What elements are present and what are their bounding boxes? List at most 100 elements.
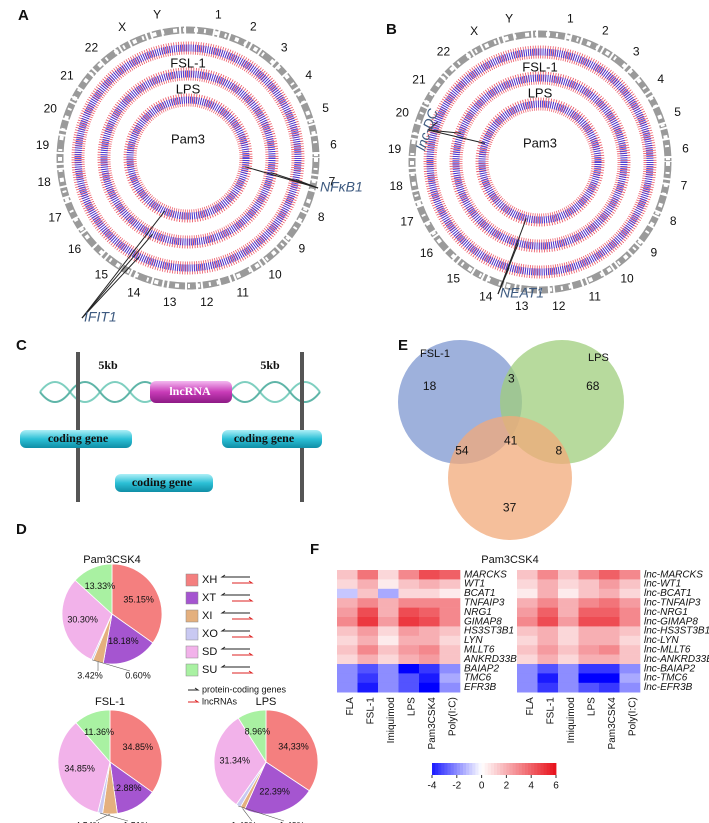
chromosome-label: 11 [236, 286, 249, 300]
gene-pointer [81, 210, 166, 319]
pie-label: 34,33% [278, 742, 309, 752]
heat-cell [537, 654, 559, 665]
gene-pointer [497, 218, 527, 295]
chromosome-label: 15 [95, 268, 109, 282]
track-label: FSL-1 [170, 55, 205, 70]
colorbar-step [509, 763, 513, 775]
legend-label: SD [202, 646, 217, 658]
track-label: FSL-1 [522, 59, 557, 74]
heat-cell [517, 617, 538, 627]
heat-cell [558, 579, 579, 590]
chromosome-label: 13 [515, 299, 529, 313]
chromosome-label: 16 [68, 242, 82, 256]
heat-cell [578, 570, 600, 580]
heat-cell [599, 682, 620, 693]
gene-pointer [427, 129, 486, 144]
heat-cell [357, 654, 379, 665]
heat-cell [357, 626, 379, 637]
column-label: Poly(I:C) [447, 697, 458, 736]
legend-swatch [185, 591, 199, 605]
colorbar-label: -4 [428, 781, 437, 792]
chromosome-label: 6 [330, 137, 337, 151]
legend-icon [220, 592, 250, 596]
coding-gene [222, 430, 322, 448]
track-blue [478, 100, 602, 224]
heat-cell [378, 645, 399, 655]
colorbar-step [537, 763, 541, 775]
colorbar-step [490, 763, 495, 775]
heat-cell [599, 607, 620, 618]
colorbar-step [432, 763, 436, 775]
venn-count: 18 [423, 379, 437, 393]
chromosome-label: 22 [85, 41, 99, 55]
heat-cell [439, 598, 461, 608]
chromosome-label: 10 [620, 271, 634, 285]
heat-cell [599, 635, 620, 646]
row-label: lnc-LYN [644, 635, 679, 646]
colorbar-step [525, 763, 529, 775]
heat-cell [357, 579, 379, 590]
heat-cell [378, 579, 399, 590]
colorbar-label: -2 [452, 781, 461, 792]
legend-swatch [185, 645, 199, 659]
heat-cell [578, 598, 600, 608]
colorbar-step [500, 763, 504, 775]
track-blue [426, 48, 654, 276]
heat-cell [419, 664, 440, 674]
heat-cell [537, 579, 559, 590]
pie-label: 31.34% [220, 756, 251, 766]
heat-cell [398, 579, 420, 590]
heat-cell [599, 598, 620, 608]
heat-cell [537, 607, 559, 618]
heat-cell [599, 626, 620, 637]
legend-label: XO [202, 628, 218, 640]
heat-cell [619, 682, 641, 693]
heat-cell [537, 635, 559, 646]
heat-cell [419, 607, 440, 618]
heat-cell [439, 588, 461, 599]
column-label: FSL-1 [545, 697, 556, 725]
colorbar-step [453, 763, 458, 775]
venn-count: 54 [455, 444, 469, 458]
legend-icon [220, 664, 250, 668]
heat-cell [357, 673, 379, 684]
chromosome-label: 16 [420, 246, 434, 260]
chromosome-label: 14 [479, 290, 493, 304]
column-label: Pam3CSK4 [427, 697, 438, 750]
chromosome-label: 3 [281, 40, 288, 54]
pie-label: 13.33% [85, 581, 116, 591]
heat-cell [357, 607, 379, 618]
legend-label: XT [202, 592, 216, 604]
row-label: BAIAP2 [464, 663, 499, 674]
heat-cell [337, 654, 358, 665]
heat-cell [619, 579, 641, 590]
dna-strand [39, 381, 161, 403]
heat-cell [378, 682, 399, 693]
chromosome-label: 17 [400, 214, 414, 228]
legend-icon [232, 580, 254, 584]
pie-slice [57, 722, 111, 814]
diagram-c: C lncRNA 5kb 5kb coding gene coding gene… [16, 337, 322, 502]
lncrna-label: lncRNA [169, 384, 211, 398]
heat-cell [619, 664, 641, 674]
heat-cell [558, 645, 579, 655]
heat-cell [517, 673, 538, 684]
heat-cell [357, 635, 379, 646]
heat-cell [619, 607, 641, 618]
row-label: ANKRD33B [463, 654, 517, 665]
heat-cell [599, 664, 620, 674]
heat-cell [599, 588, 620, 599]
heat-cell [398, 635, 420, 646]
heat-cell [357, 645, 379, 655]
heat-cell [578, 635, 600, 646]
pie-label: 34.85% [122, 742, 153, 752]
colorbar-step [466, 763, 470, 775]
heat-cell [337, 579, 358, 590]
venn-set-label: Pam3CSK4 [481, 554, 538, 566]
legend-icon [220, 646, 250, 650]
row-label: lnc-TNFAIP3 [644, 598, 701, 609]
gene-label: IFIT1 [84, 309, 117, 325]
venn-set-label: LPS [588, 352, 609, 364]
heat-cell [517, 682, 538, 693]
